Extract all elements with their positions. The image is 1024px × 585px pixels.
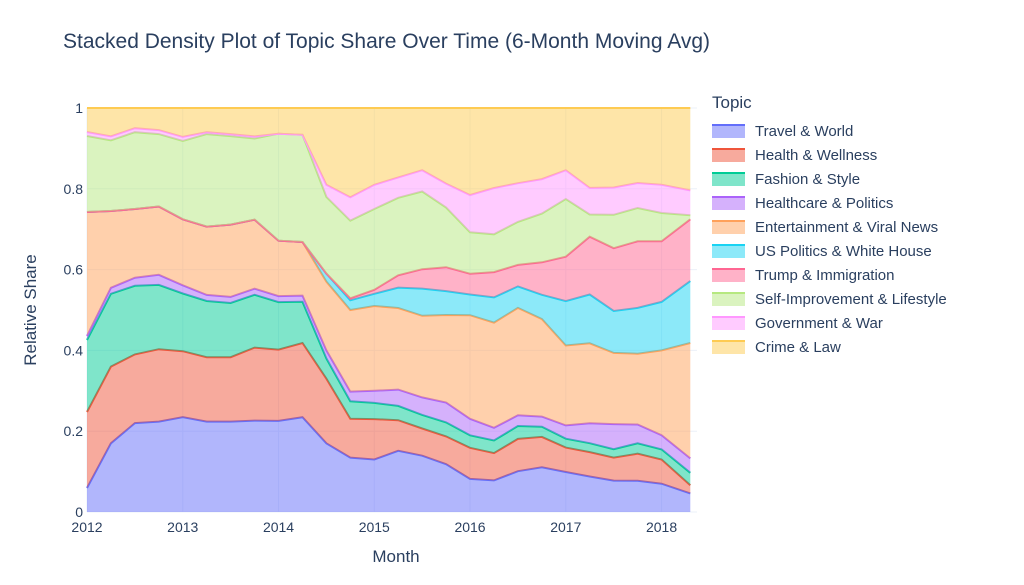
x-axis-title: Month: [372, 547, 419, 566]
legend-label: Trump & Immigration: [755, 266, 895, 284]
legend-item[interactable]: Healthcare & Politics: [712, 191, 947, 215]
x-tick-label: 2012: [71, 519, 102, 535]
legend-label: Fashion & Style: [755, 170, 861, 188]
area-fashion-style: [87, 284, 691, 486]
legend-swatch: [712, 148, 745, 162]
area-trump-immigration: [87, 206, 691, 311]
x-tick-label: 2013: [167, 519, 198, 535]
legend-item[interactable]: Crime & Law: [712, 335, 947, 359]
area-travel-world: [87, 417, 691, 512]
legend-swatch: [712, 340, 745, 354]
area-us-politics-white-house: [87, 206, 691, 354]
chart-title: Stacked Density Plot of Topic Share Over…: [63, 30, 711, 53]
legend-item[interactable]: Health & Wellness: [712, 143, 947, 167]
x-tick-label: 2016: [454, 519, 485, 535]
legend-swatch: [712, 172, 745, 186]
legend-item[interactable]: Travel & World: [712, 119, 947, 143]
legend: Topic Travel & World Health & Wellness Fas…: [712, 93, 947, 359]
legend-title: Topic: [712, 93, 752, 112]
legend-swatch: [712, 244, 745, 258]
y-tick-label: 0.2: [64, 423, 84, 439]
y-tick-label: 0: [75, 504, 83, 520]
area-crime-law: [87, 108, 691, 198]
legend-item[interactable]: Trump & Immigration: [712, 263, 947, 287]
legend-item[interactable]: US Politics & White House: [712, 239, 947, 263]
legend-label: US Politics & White House: [755, 242, 932, 260]
legend-label: Government & War: [755, 314, 883, 332]
area-self-improvement-lifestyle: [87, 132, 691, 299]
y-tick-label: 0.4: [64, 342, 84, 358]
legend-label: Travel & World: [755, 122, 854, 140]
x-tick-label: 2018: [646, 519, 677, 535]
legend-item[interactable]: Entertainment & Viral News: [712, 215, 947, 239]
y-tick-label: 1: [75, 100, 83, 116]
line-healthcare-politics: [86, 273, 691, 460]
line-government-war: [86, 127, 691, 199]
legend-item[interactable]: Self-Improvement & Lifestyle: [712, 287, 947, 311]
area-healthcare-politics: [87, 274, 691, 473]
legend-label: Crime & Law: [755, 338, 841, 356]
x-tick-label: 2014: [263, 519, 294, 535]
legend-swatch: [712, 196, 745, 210]
area-health-wellness: [87, 343, 691, 494]
y-axis-title: Relative Share: [21, 254, 40, 366]
series-areas: [86, 107, 691, 512]
legend-label: Healthcare & Politics: [755, 194, 894, 212]
legend-item[interactable]: Government & War: [712, 311, 947, 335]
legend-item[interactable]: Fashion & Style: [712, 167, 947, 191]
legend-label: Health & Wellness: [755, 146, 878, 164]
y-tick-label: 0.8: [64, 181, 84, 197]
legend-swatch: [712, 268, 745, 282]
legend-items: Travel & World Health & Wellness Fashion &…: [712, 119, 947, 359]
x-tick-label: 2017: [550, 519, 581, 535]
legend-swatch: [712, 220, 745, 234]
area-entertainment-viral-news: [87, 206, 691, 459]
legend-label: Entertainment & Viral News: [755, 218, 939, 236]
legend-label: Self-Improvement & Lifestyle: [755, 290, 947, 308]
legend-swatch: [712, 292, 745, 306]
legend-swatch: [712, 316, 745, 330]
x-tick-label: 2015: [359, 519, 390, 535]
legend-swatch: [712, 124, 745, 138]
y-tick-label: 0.6: [64, 262, 84, 278]
